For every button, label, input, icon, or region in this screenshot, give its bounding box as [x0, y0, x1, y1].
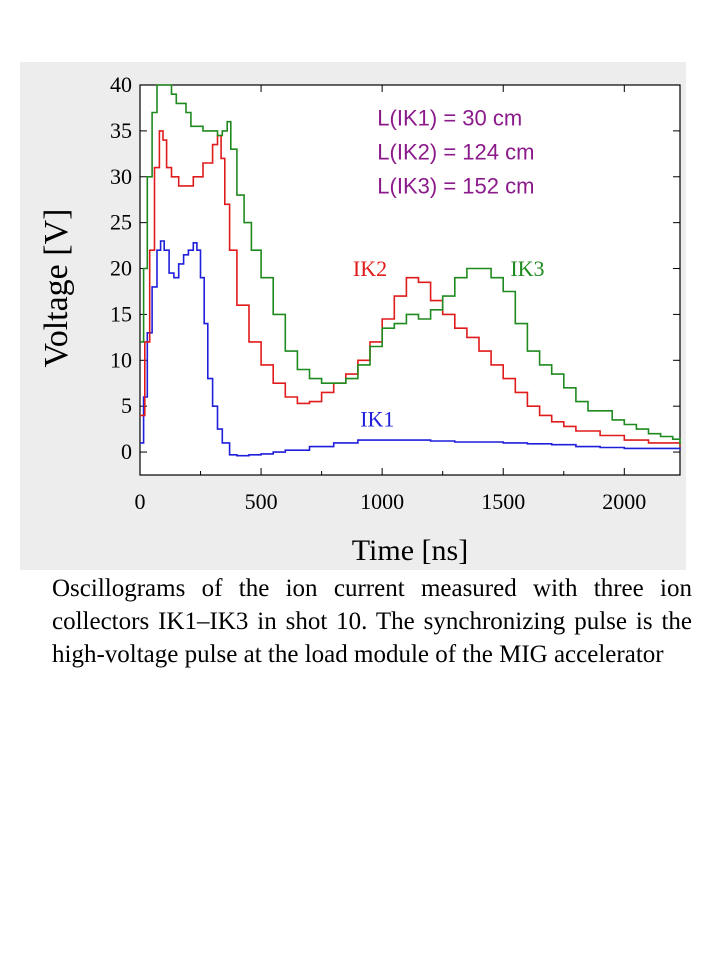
series-line-ik1 [140, 240, 681, 457]
x-tick-label: 2000 [602, 489, 646, 514]
x-tick-label: 0 [135, 489, 146, 514]
annotation-text: L(IK3) = 152 cm [377, 173, 534, 198]
figure-panel: 0 500 1000 1500 2000 0 5 10 15 20 25 30 35 40 Time [ns… [20, 62, 686, 570]
y-tick-label: 30 [110, 164, 132, 189]
series-line-ik2 [140, 130, 681, 447]
figure-caption: Oscillograms of the ion current measured… [52, 575, 692, 668]
series-label-ik2: IK2 [353, 256, 387, 281]
series-label-ik3: IK3 [510, 256, 544, 281]
y-tick-label: 25 [110, 210, 132, 235]
y-tick-label: 35 [110, 118, 132, 143]
y-tick-label: 40 [110, 72, 132, 97]
line-chart: 0 500 1000 1500 2000 0 5 10 15 20 25 30 35 40 Time [ns… [38, 72, 681, 567]
annotation-text: L(IK1) = 30 cm [377, 105, 522, 130]
series-label-ik1: IK1 [360, 406, 394, 431]
y-tick-label: 0 [121, 439, 132, 464]
x-tick-label: 500 [245, 489, 278, 514]
y-axis-label: Voltage [V] [38, 209, 75, 368]
y-tick-label: 5 [121, 393, 132, 418]
x-axis-label: Time [ns] [352, 534, 468, 567]
x-tick-label: 1000 [360, 489, 404, 514]
y-tick-label: 15 [110, 301, 132, 326]
y-tick-label: 10 [110, 347, 132, 372]
x-tick-label: 1500 [481, 489, 525, 514]
annotation-text: L(IK2) = 124 cm [377, 139, 534, 164]
y-tick-label: 20 [110, 256, 132, 281]
series-line-ik3 [140, 84, 681, 445]
